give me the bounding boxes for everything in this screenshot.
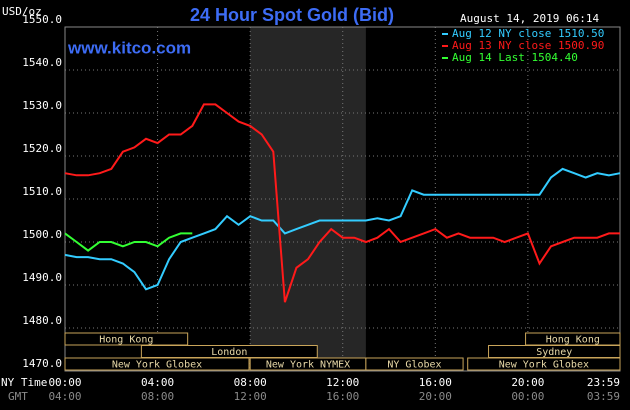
legend-label: Aug 12 NY close 1510.50 (452, 27, 604, 40)
gmt-tick-label: 00:00 (511, 390, 544, 403)
chart-title: 24 Hour Spot Gold (Bid) (190, 5, 394, 25)
gmt-tick-label: 16:00 (326, 390, 359, 403)
series-line (64, 103, 620, 303)
gmt-tick-label: 03:59 (587, 390, 620, 403)
series-line (64, 232, 193, 252)
y-tick-label: 1480.0 (22, 314, 62, 327)
session-box (467, 357, 621, 371)
session-shade (250, 27, 366, 371)
gmt-tick-label: 08:00 (141, 390, 174, 403)
y-tick-label: 1520.0 (22, 142, 62, 155)
session-label: NY Globex (387, 360, 441, 371)
y-tick-label: 1530.0 (22, 99, 62, 112)
y-tick-label: 1550.0 (22, 13, 62, 26)
timestamp: August 14, 2019 06:14 (460, 12, 599, 25)
y-tick-label: 1500.0 (22, 228, 62, 241)
ny-time-label: NY Time (1, 376, 47, 389)
session-label: New York NYMEX (266, 360, 350, 371)
x-tick-label: 04:00 (141, 376, 174, 389)
session-box (64, 332, 189, 346)
gmt-label: GMT (8, 390, 28, 403)
x-tick-label: 12:00 (326, 376, 359, 389)
session-label: Hong Kong (546, 335, 600, 346)
y-tick-label: 1470.0 (22, 357, 62, 370)
plot-frame (64, 26, 621, 372)
y-tick-label: 1540.0 (22, 56, 62, 69)
site-label: www.kitco.com (67, 38, 191, 57)
unit-label: USD/oz (2, 5, 42, 18)
x-tick-label: 00:00 (48, 376, 81, 389)
legend-label: Aug 13 NY close 1500.90 (452, 39, 604, 52)
legend-label: Aug 14 Last 1504.40 (452, 51, 578, 64)
x-tick-label: 20:00 (511, 376, 544, 389)
session-box (64, 357, 250, 371)
gmt-tick-label: 04:00 (48, 390, 81, 403)
x-tick-label: 16:00 (419, 376, 452, 389)
y-tick-label: 1490.0 (22, 271, 62, 284)
session-label: New York Globex (112, 360, 202, 371)
series-line (64, 167, 621, 291)
session-label: New York Globex (499, 360, 589, 371)
x-tick-label: 08:00 (234, 376, 267, 389)
session-label: Hong Kong (99, 335, 153, 346)
session-label: London (211, 347, 247, 358)
session-label: Sydney (536, 347, 572, 358)
gmt-tick-label: 20:00 (419, 390, 452, 403)
session-box (365, 357, 464, 371)
gmt-tick-label: 12:00 (234, 390, 267, 403)
x-tick-label: 23:59 (587, 376, 620, 389)
y-tick-label: 1510.0 (22, 185, 62, 198)
